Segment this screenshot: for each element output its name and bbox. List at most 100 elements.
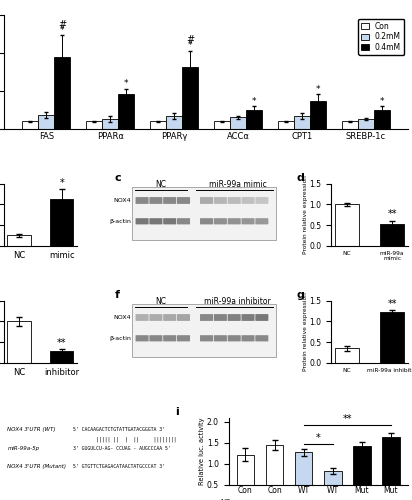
Bar bbox=[246, 110, 262, 129]
Bar bbox=[54, 56, 70, 129]
Bar bbox=[38, 115, 54, 129]
FancyBboxPatch shape bbox=[241, 197, 255, 204]
FancyBboxPatch shape bbox=[136, 335, 149, 342]
Text: -: - bbox=[331, 499, 334, 500]
FancyBboxPatch shape bbox=[255, 197, 268, 204]
FancyBboxPatch shape bbox=[255, 335, 268, 342]
Text: β-actin: β-actin bbox=[109, 219, 131, 224]
FancyBboxPatch shape bbox=[255, 218, 268, 224]
Y-axis label: Relative luc. activity: Relative luc. activity bbox=[199, 418, 205, 485]
Text: *: * bbox=[316, 433, 321, 443]
Bar bbox=[382, 436, 400, 500]
Text: f: f bbox=[115, 290, 120, 300]
Text: d: d bbox=[297, 174, 304, 184]
Bar bbox=[150, 121, 166, 129]
Bar bbox=[353, 446, 371, 500]
Bar bbox=[50, 200, 73, 246]
Bar bbox=[379, 312, 405, 363]
Bar bbox=[278, 121, 294, 129]
Text: ||||| ||  |  ||     ||||||||: ||||| || | || |||||||| bbox=[73, 436, 177, 442]
Text: NOX4: NOX4 bbox=[113, 198, 131, 203]
Bar bbox=[324, 471, 342, 500]
Text: +: + bbox=[242, 499, 249, 500]
Bar bbox=[118, 94, 134, 129]
Bar bbox=[310, 100, 326, 129]
Text: c: c bbox=[115, 174, 122, 184]
FancyBboxPatch shape bbox=[200, 218, 213, 224]
FancyBboxPatch shape bbox=[177, 197, 190, 204]
Text: miR-99a mimic: miR-99a mimic bbox=[209, 180, 267, 188]
FancyBboxPatch shape bbox=[132, 304, 276, 356]
FancyBboxPatch shape bbox=[177, 218, 190, 224]
Bar bbox=[266, 445, 283, 500]
Text: NOX4: NOX4 bbox=[113, 315, 131, 320]
FancyBboxPatch shape bbox=[163, 335, 176, 342]
Text: **: ** bbox=[387, 298, 397, 308]
Text: i: i bbox=[175, 407, 178, 417]
Bar bbox=[237, 454, 254, 500]
FancyBboxPatch shape bbox=[132, 187, 276, 240]
Bar bbox=[214, 121, 230, 129]
Text: g: g bbox=[297, 290, 304, 300]
FancyBboxPatch shape bbox=[214, 218, 227, 224]
FancyBboxPatch shape bbox=[214, 197, 227, 204]
Text: *: * bbox=[379, 96, 384, 106]
Text: 5' CACAAGACTCTGTATTGATACGGGTA 3': 5' CACAAGACTCTGTATTGATACGGGTA 3' bbox=[73, 428, 165, 432]
Text: miR-99a inhibitor: miR-99a inhibitor bbox=[204, 296, 271, 306]
Bar bbox=[102, 119, 118, 129]
Bar bbox=[7, 322, 31, 363]
FancyBboxPatch shape bbox=[241, 314, 255, 321]
Text: *: * bbox=[188, 41, 192, 50]
Bar bbox=[335, 348, 359, 363]
Text: *: * bbox=[252, 96, 256, 106]
FancyBboxPatch shape bbox=[150, 218, 162, 224]
FancyBboxPatch shape bbox=[150, 197, 162, 204]
FancyBboxPatch shape bbox=[228, 335, 241, 342]
Text: miR-99a-5p: miR-99a-5p bbox=[7, 446, 40, 450]
Text: +: + bbox=[359, 499, 365, 500]
FancyBboxPatch shape bbox=[255, 314, 268, 321]
FancyBboxPatch shape bbox=[214, 335, 227, 342]
FancyBboxPatch shape bbox=[214, 314, 227, 321]
Text: 5' GTGTTCTGAGACATAACTATGCCCAT 3': 5' GTGTTCTGAGACATAACTATGCCCAT 3' bbox=[73, 464, 165, 468]
Bar bbox=[23, 121, 38, 129]
Bar bbox=[342, 121, 358, 129]
Bar bbox=[7, 236, 31, 246]
FancyBboxPatch shape bbox=[163, 218, 176, 224]
FancyBboxPatch shape bbox=[241, 218, 255, 224]
Text: *: * bbox=[124, 79, 129, 88]
Bar bbox=[379, 224, 405, 246]
Legend: Con, 0.2mM, 0.4mM: Con, 0.2mM, 0.4mM bbox=[358, 19, 404, 55]
FancyBboxPatch shape bbox=[200, 314, 213, 321]
Y-axis label: Protein relative expression: Protein relative expression bbox=[303, 176, 308, 254]
FancyBboxPatch shape bbox=[241, 335, 255, 342]
Text: NC: NC bbox=[155, 180, 166, 188]
FancyBboxPatch shape bbox=[150, 314, 162, 321]
Text: -: - bbox=[390, 499, 392, 500]
Text: *: * bbox=[60, 26, 65, 35]
Bar bbox=[230, 118, 246, 129]
Text: -: - bbox=[273, 499, 276, 500]
Text: NOX4 3'UTR (Mutant): NOX4 3'UTR (Mutant) bbox=[7, 464, 66, 468]
Bar bbox=[182, 68, 198, 129]
Bar bbox=[335, 204, 359, 246]
Bar bbox=[294, 116, 310, 129]
FancyBboxPatch shape bbox=[200, 197, 213, 204]
Text: **: ** bbox=[387, 210, 397, 220]
FancyBboxPatch shape bbox=[136, 314, 149, 321]
Bar bbox=[166, 116, 182, 129]
FancyBboxPatch shape bbox=[163, 197, 176, 204]
FancyBboxPatch shape bbox=[150, 335, 162, 342]
Text: *: * bbox=[316, 84, 320, 94]
Bar bbox=[295, 452, 312, 500]
Text: +: + bbox=[300, 499, 307, 500]
FancyBboxPatch shape bbox=[228, 197, 241, 204]
Text: β-actin: β-actin bbox=[109, 336, 131, 341]
Text: NOX4 3'UTR (WT): NOX4 3'UTR (WT) bbox=[7, 428, 56, 432]
Text: NC: NC bbox=[220, 499, 230, 500]
Bar bbox=[86, 121, 102, 129]
Text: #: # bbox=[59, 20, 66, 30]
Text: **: ** bbox=[343, 414, 352, 424]
Text: #: # bbox=[186, 36, 194, 46]
FancyBboxPatch shape bbox=[177, 314, 190, 321]
